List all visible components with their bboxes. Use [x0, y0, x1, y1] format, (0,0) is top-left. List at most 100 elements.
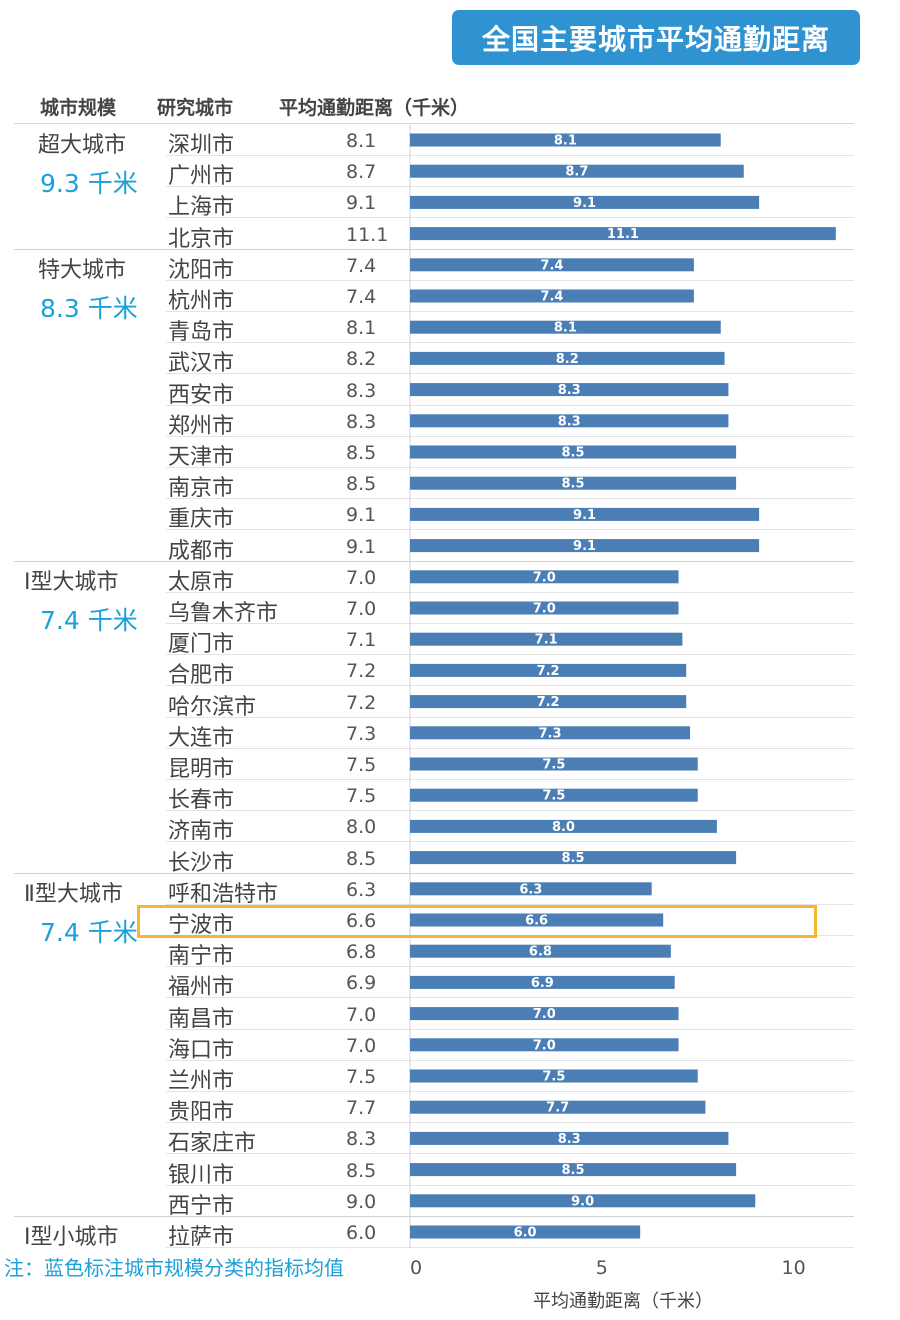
bar [410, 1038, 679, 1052]
bar [410, 351, 725, 365]
group-divider [14, 560, 854, 562]
group-average: 7.4 千米 [40, 605, 138, 635]
bar-data-label: 9.1 [573, 508, 596, 523]
distance-value: 9.1 [346, 504, 377, 527]
bar [410, 944, 671, 958]
bar-data-label: 8.5 [562, 477, 585, 492]
bar-data-label: 7.0 [533, 1007, 556, 1022]
bar [410, 195, 760, 209]
bar [410, 1131, 729, 1145]
distance-value: 7.4 [346, 286, 377, 308]
bar [410, 663, 687, 677]
city-name: 青岛市 [168, 320, 235, 346]
distance-value: 11.1 [346, 223, 389, 246]
bar-data-label: 6.9 [531, 976, 554, 991]
bar-data-label: 8.5 [562, 851, 585, 866]
table-row: 银川市 8.5 [166, 1155, 854, 1188]
bar [410, 227, 836, 241]
table-row: 厦门市 7.1 [166, 624, 854, 658]
bar-data-label: 6.6 [525, 914, 548, 929]
city-name: 兰州市 [168, 1069, 235, 1094]
city-name: 福州市 [168, 975, 235, 1001]
distance-value: 6.9 [346, 972, 377, 995]
bar-data-label: 7.0 [533, 1038, 556, 1053]
highlight-box [137, 905, 817, 938]
distance-value: 7.4 [346, 254, 377, 277]
group-name: Ⅱ型大城市 [24, 881, 123, 907]
city-name: 宁波市 [168, 913, 235, 938]
group-average: 7.4 千米 [40, 917, 138, 947]
bar [410, 164, 744, 178]
bar [410, 851, 737, 865]
bar-data-label: 6.3 [519, 882, 542, 897]
bar-data-label: 7.2 [537, 664, 560, 679]
distance-value: 8.1 [346, 317, 377, 340]
row-divider [166, 1247, 854, 1248]
bar [410, 1007, 679, 1021]
distance-value: 7.0 [346, 1034, 377, 1057]
distance-value: 8.7 [346, 161, 377, 184]
row-divider [166, 311, 854, 312]
distance-value: 7.2 [346, 691, 377, 714]
row-divider [166, 1091, 854, 1092]
table-row: 长春市 7.5 [166, 780, 854, 813]
row-divider [166, 435, 854, 437]
x-tick-label: 10 [782, 1257, 806, 1279]
distance-value: 6.8 [346, 941, 377, 964]
table-row: 济南市 8.0 [166, 811, 854, 844]
row-divider [166, 779, 854, 780]
bar [410, 1069, 698, 1083]
city-name: 沈阳市 [168, 257, 235, 283]
distance-value: 8.0 [346, 816, 377, 839]
distance-value: 8.5 [346, 847, 377, 870]
distance-value: 8.5 [346, 473, 377, 496]
bar [410, 445, 737, 459]
row-divider [166, 997, 854, 999]
row-divider [166, 373, 854, 375]
city-name: 贵阳市 [168, 1100, 235, 1126]
distance-value: 6.3 [346, 878, 377, 901]
bar-data-label: 6.0 [514, 1226, 537, 1241]
city-name: 南昌市 [168, 1006, 235, 1032]
bar-data-label: 7.0 [533, 570, 556, 585]
bar [410, 1100, 706, 1114]
table-row: 兰州市 7.5 [166, 1061, 854, 1094]
city-name: 海口市 [168, 1037, 235, 1063]
bar-data-label: 8.1 [554, 134, 577, 149]
distance-value: 7.5 [346, 754, 377, 776]
city-name: 厦门市 [168, 632, 235, 658]
group-name: 超大城市 [38, 133, 127, 158]
header-research-city: 研究城市 [157, 97, 234, 119]
city-name: 石家庄市 [168, 1131, 257, 1157]
distance-value: 7.5 [346, 1066, 377, 1088]
row-divider [166, 903, 854, 905]
table-row: 杭州市 7.4 [166, 281, 854, 314]
table-row: 青岛市 8.1 [166, 312, 854, 346]
distance-value: 8.1 [346, 130, 377, 152]
header-avg-distance: 平均通勤距离（千米） [279, 97, 470, 119]
table-row: 南昌市 7.0 [166, 999, 854, 1032]
table-row: 广州市 8.7 [166, 156, 854, 189]
row-divider [166, 966, 854, 968]
x-tick-label: 0 [410, 1257, 422, 1279]
city-name: 昆明市 [168, 757, 235, 782]
city-name: 西安市 [168, 382, 235, 408]
row-divider [166, 1184, 854, 1186]
row-divider [166, 529, 854, 531]
bar-data-label: 6.8 [529, 945, 552, 960]
distance-value: 8.5 [346, 1159, 377, 1182]
group-name: Ⅰ型小城市 [24, 1225, 119, 1250]
row-divider [166, 186, 854, 188]
row-divider [166, 1153, 854, 1155]
row-divider [166, 404, 854, 406]
distance-value: 7.2 [346, 660, 377, 683]
bar-data-label: 8.3 [558, 414, 581, 429]
bar [410, 133, 721, 147]
table-row: 沈阳市 7.4 [166, 250, 854, 283]
row-divider [166, 1028, 854, 1030]
bar [410, 570, 679, 584]
bar-data-label: 8.3 [558, 383, 581, 398]
bar [410, 726, 691, 740]
group-name: 特大城市 [38, 257, 127, 283]
